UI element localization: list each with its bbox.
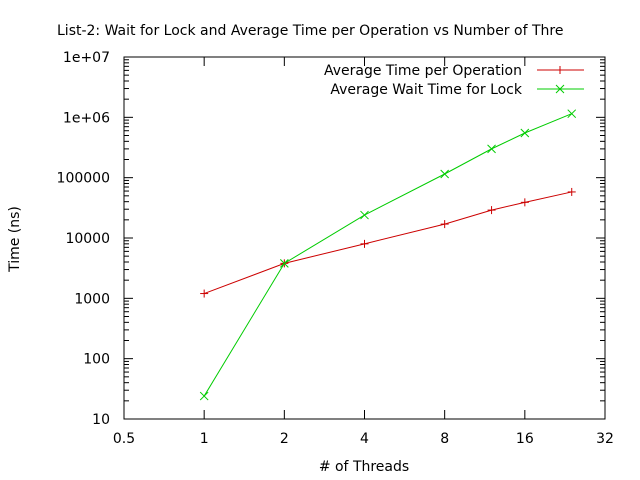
- x-tick-label: 32: [596, 431, 614, 447]
- y-tick-label: 1e+06: [63, 110, 110, 126]
- x-axis-label: # of Threads: [319, 459, 409, 475]
- axes: 0.5 1 2 4 8 16 32 10 100 1000 10000 100000 1e+06 1e+0…: [57, 50, 614, 447]
- legend-marker-average-wait-time-for-lock: [555, 84, 565, 94]
- data-point-average-wait-time-for-lock: [440, 169, 450, 179]
- data-point-average-wait-time-for-lock: [279, 258, 289, 268]
- data-point-average-time-per-operation: [487, 206, 496, 215]
- series-line-average-time-per-operation: [203, 191, 572, 295]
- y-tick-label: 1e+07: [63, 50, 110, 66]
- legend-label-average-wait-time-for-lock: Average Wait Time for Lock: [330, 82, 523, 98]
- data-point-average-time-per-operation: [520, 198, 529, 207]
- x-tick-label: 1: [200, 431, 209, 447]
- data-point-average-time-per-operation: [440, 220, 449, 229]
- data-point-average-wait-time-for-lock: [487, 144, 496, 154]
- y-tick-label: 10000: [65, 231, 110, 247]
- y-tick-label: 100: [83, 352, 110, 368]
- data-point-average-time-per-operation: [360, 239, 369, 248]
- data-point-average-wait-time-for-lock: [360, 210, 369, 220]
- legend: Average Time per Operation Average Wait T…: [324, 63, 584, 98]
- y-tick-label: 100000: [57, 171, 110, 187]
- y-axis-label: Time (ns): [7, 206, 23, 273]
- legend-label-average-time-per-operation: Average Time per Operation: [324, 63, 522, 79]
- x-tick-label: 0.5: [113, 431, 135, 447]
- y-tick-label: 10: [92, 412, 110, 428]
- x-tick-label: 4: [360, 431, 369, 447]
- data-point-average-wait-time-for-lock: [567, 109, 577, 119]
- x-tick-label: 8: [440, 431, 449, 447]
- chart-title: List-2: Wait for Lock and Average Time p…: [57, 23, 563, 39]
- legend-marker-average-time-per-operation: [556, 66, 564, 74]
- x-tick-label: 16: [516, 431, 534, 447]
- data-point-average-time-per-operation: [567, 187, 576, 196]
- data-point-average-wait-time-for-lock: [520, 128, 530, 138]
- data-point-average-wait-time-for-lock: [199, 391, 209, 401]
- plot-area: [199, 109, 577, 401]
- y-tick-label: 1000: [74, 291, 110, 307]
- data-point-average-time-per-operation: [200, 289, 209, 298]
- plot-border: [123, 56, 606, 420]
- series-line-average-wait-time-for-lock: [203, 113, 572, 397]
- x-tick-label: 2: [280, 431, 289, 447]
